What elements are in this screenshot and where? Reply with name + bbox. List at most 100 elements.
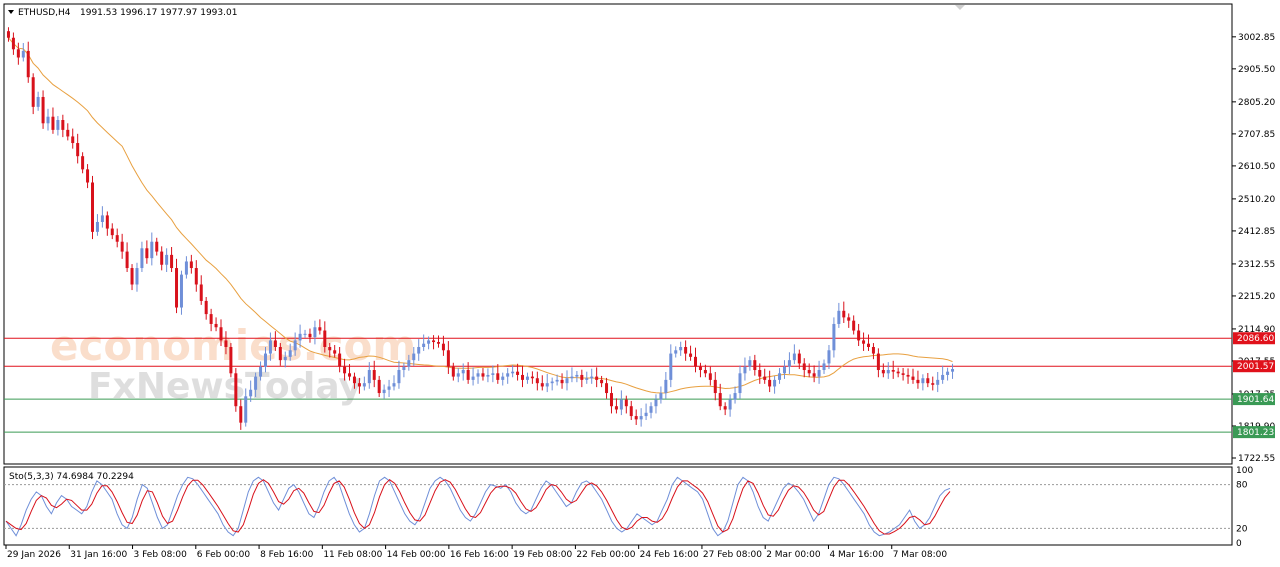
- candle-bear: [343, 366, 347, 374]
- levels-layer: [4, 337, 1232, 433]
- candle-bear: [130, 268, 134, 285]
- candle-bull: [46, 116, 50, 124]
- watermark-fxnewstoday: FxNewsToday: [88, 366, 362, 407]
- candle-bear: [16, 49, 20, 58]
- candle-bull: [728, 399, 732, 410]
- level-tag-resistance: [1233, 360, 1275, 373]
- candle-bear: [896, 371, 900, 374]
- date-tick-label: 3 Feb 08:00: [134, 550, 188, 560]
- candle-bear: [41, 96, 45, 124]
- candle-bull: [184, 261, 188, 275]
- candle-bull: [946, 371, 950, 375]
- candle-bull: [165, 254, 169, 265]
- candle-bear: [278, 346, 282, 361]
- candle-bear: [753, 360, 757, 371]
- candle-bull: [570, 376, 574, 379]
- candle-bear: [516, 371, 520, 375]
- price-tick-label: 2905.50: [1238, 65, 1275, 75]
- candle-bear: [535, 378, 539, 384]
- candle-bull: [506, 373, 510, 377]
- candle-bear: [862, 340, 866, 344]
- date-tick-label: 6 Feb 00:00: [197, 550, 251, 560]
- date-tick-label: 14 Feb 00:00: [387, 550, 446, 560]
- candle-bear: [629, 406, 633, 417]
- candle-bull: [792, 353, 796, 361]
- candle-bear: [348, 373, 352, 377]
- candle-bear: [239, 406, 243, 423]
- candle-bear: [876, 353, 880, 371]
- candle-bear: [194, 268, 198, 285]
- date-tick-label: 24 Feb 16:00: [640, 550, 699, 560]
- candle-bull: [743, 366, 747, 374]
- candle-bear: [160, 251, 164, 265]
- price-tick-label: 2114.90: [1238, 325, 1275, 335]
- candle-bear: [624, 399, 628, 407]
- candle-bear: [926, 378, 930, 384]
- candle-bull: [263, 353, 267, 367]
- candle-bear: [76, 143, 80, 157]
- collapse-triangle-icon[interactable]: [8, 10, 14, 14]
- candle-bear: [432, 340, 436, 343]
- candle-bear: [451, 366, 455, 377]
- candle-bear: [224, 340, 228, 347]
- candle-bear: [26, 50, 30, 78]
- candle-bull: [298, 333, 302, 341]
- candle-bear: [605, 383, 609, 394]
- candle-bull: [100, 215, 104, 222]
- candle-bear: [609, 393, 613, 407]
- candle-bull: [649, 406, 653, 413]
- scroll-marker-icon[interactable]: [955, 5, 965, 10]
- date-tick-label: 11 Feb 08:00: [323, 550, 382, 560]
- candle-bear: [338, 353, 342, 367]
- level-tags: 2086.60 2001.57 1901.64 1801.23: [1233, 332, 1275, 439]
- candle-bull: [654, 399, 658, 407]
- candle-bear: [441, 343, 445, 351]
- candle-bear: [634, 416, 638, 420]
- candle-bear: [530, 376, 534, 379]
- candle-bull: [293, 340, 297, 351]
- candle-bull: [95, 221, 99, 232]
- candle-bear: [323, 330, 327, 347]
- candle-bear: [797, 353, 801, 364]
- candle-bull: [456, 373, 460, 377]
- candle-bull: [827, 350, 831, 364]
- candle-bear: [698, 366, 702, 371]
- stoch-axis: 100 80 20 0: [1236, 466, 1253, 549]
- date-tick-label: 16 Feb 16:00: [450, 550, 509, 560]
- level-tag-support: [1233, 393, 1275, 406]
- level-tag-resistance: [1233, 332, 1275, 345]
- candle-bull: [619, 399, 623, 410]
- candle-bull: [590, 376, 594, 379]
- candle-bear: [580, 374, 584, 380]
- price-tick-label: 3002.85: [1238, 33, 1275, 43]
- candle-bear: [807, 370, 811, 374]
- candle-bear: [214, 323, 218, 328]
- candle-bull: [679, 346, 683, 351]
- candle-bull: [402, 366, 406, 371]
- level-tag-label: 1801.23: [1237, 428, 1274, 438]
- candle-bear: [6, 31, 10, 38]
- candle-bear: [703, 370, 707, 374]
- candle-bull: [486, 374, 490, 377]
- candle-bear: [718, 393, 722, 407]
- candle-bull: [283, 356, 287, 361]
- candle-bear: [229, 346, 233, 374]
- candle-bear: [802, 363, 806, 371]
- candle-bear: [170, 254, 174, 269]
- candle-bear: [560, 379, 564, 384]
- candle-bear: [120, 241, 124, 252]
- candle-bear: [145, 248, 149, 259]
- level-tag-label: 2086.60: [1237, 334, 1274, 344]
- candle-bull: [748, 360, 752, 367]
- candle-bear: [867, 343, 871, 347]
- candle-bull: [476, 373, 480, 377]
- candle-bear: [852, 320, 856, 331]
- candle-bull: [471, 376, 475, 380]
- candle-bull: [268, 340, 272, 354]
- candle-bear: [595, 376, 599, 380]
- candle-bear: [906, 374, 910, 377]
- candle-bear: [916, 379, 920, 384]
- candle-bear: [842, 310, 846, 318]
- date-tick-label: 29 Jan 2026: [7, 550, 61, 560]
